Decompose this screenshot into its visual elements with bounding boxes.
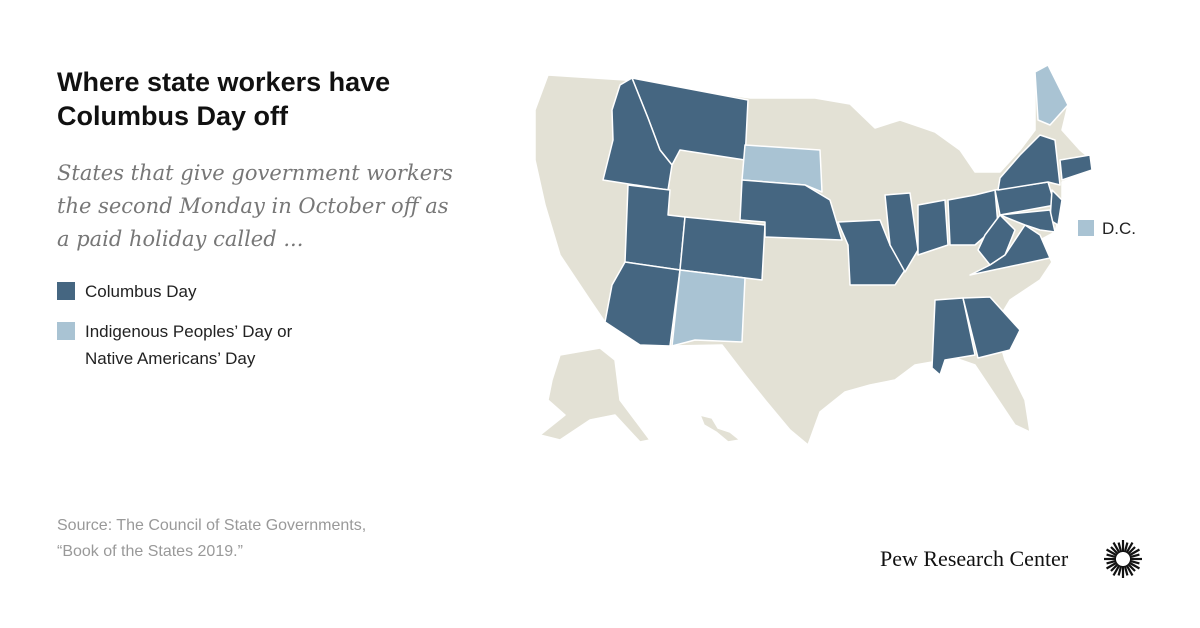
logo-ray [1128,548,1141,557]
source: Source: The Council of State Governments… [57,517,366,534]
legend-label: Indigenous Peoples’ Day or [85,322,293,341]
hawaii [699,414,741,443]
logo-ray [1110,563,1119,572]
logo-ray [1123,565,1129,576]
legend-label: Native Americans’ Day [85,349,256,368]
indiana [917,199,949,256]
dc-label: D.C. [1102,219,1136,238]
maine [1034,64,1069,126]
logo-ray [1125,541,1134,554]
missouri [837,219,906,286]
legend-swatch [57,282,75,300]
alaska [539,347,651,443]
virginia [969,224,1051,276]
logo-ray [1125,564,1134,577]
logo-ray [1112,541,1121,554]
colorado [679,216,766,281]
logo-ray [1129,559,1140,565]
subtitle: States that give government workers [57,161,453,185]
logo-ray [1128,561,1141,570]
logo-text: Pew Research Center [880,546,1069,571]
new-england-south [1059,154,1093,181]
logo-ray [1112,564,1121,577]
title: Where state workers have [57,67,390,97]
logo-icon [1104,540,1142,578]
logo-ray [1123,542,1129,553]
legend-label: Columbus Day [85,282,197,301]
logo-ray [1110,546,1119,555]
logo-ray [1106,559,1117,565]
logo-ray [1105,561,1118,570]
source: “Book of the States 2019.” [57,543,243,560]
logo-ray [1117,542,1123,553]
nebraska [739,179,843,241]
dc-swatch [1078,220,1094,236]
logo-ray [1127,546,1136,555]
idaho [602,77,673,191]
title: Columbus Day off [57,101,289,131]
maryland [999,209,1056,233]
illinois [884,192,919,273]
map: D.C. [534,64,1136,446]
logo-ray [1127,563,1136,572]
new-mexico [671,269,746,347]
subtitle: a paid holiday called ... [57,227,303,251]
subtitle: the second Monday in October off as [57,194,449,218]
logo-ray [1117,565,1123,576]
legend-swatch [57,322,75,340]
logo-ray [1106,553,1117,559]
logo-ray [1129,553,1140,559]
south-dakota [741,144,823,193]
logo-ray [1105,548,1118,557]
new-york [997,134,1061,191]
georgia [962,296,1021,359]
